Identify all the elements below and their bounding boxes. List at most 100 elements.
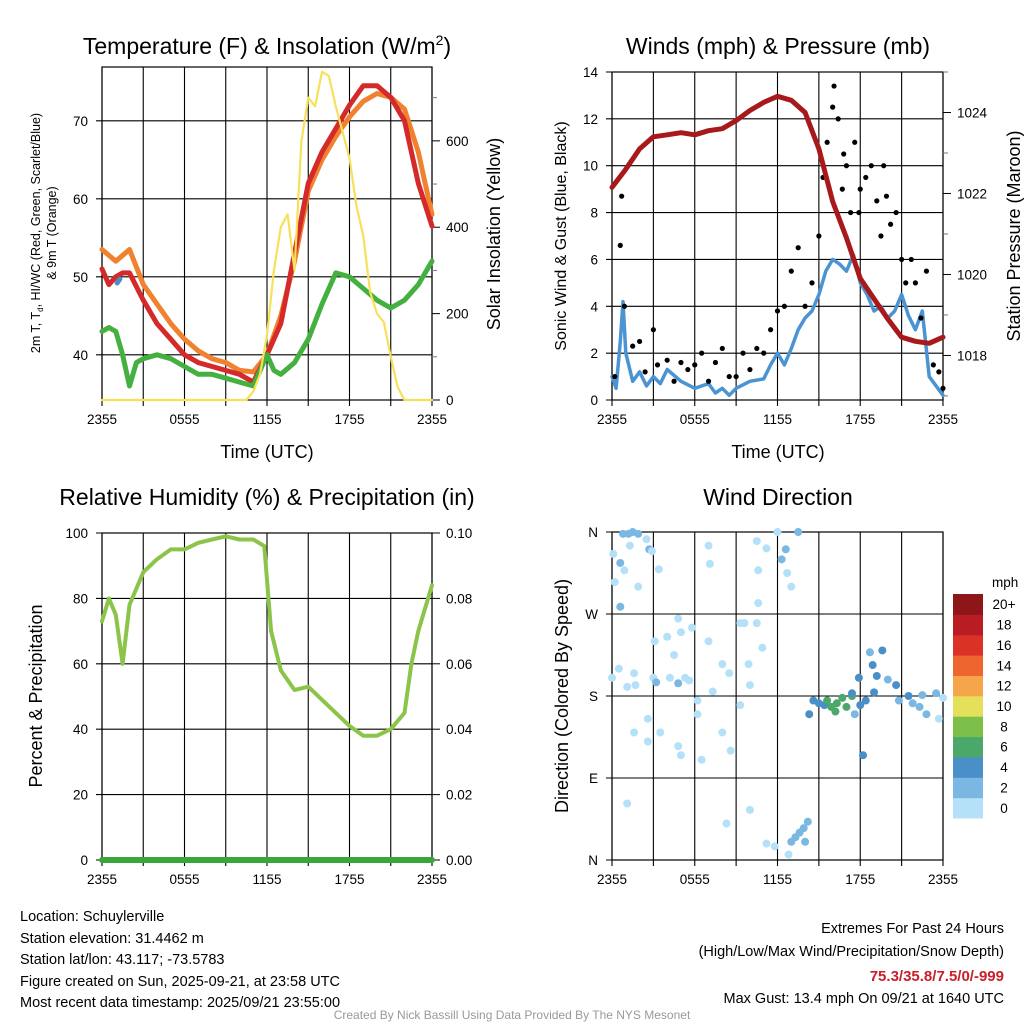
direction-point [609, 549, 618, 558]
direction-point [718, 728, 727, 737]
direction-point [868, 661, 877, 670]
direction-point [832, 699, 841, 708]
gust-point [636, 338, 643, 345]
direction-point [665, 673, 674, 682]
legend-swatch [953, 756, 983, 778]
direction-point [674, 679, 683, 688]
gust-point [936, 369, 942, 375]
right-tick-label: 400 [446, 220, 469, 235]
gust-point [630, 343, 636, 349]
gust-point [671, 378, 677, 384]
gust-point [809, 280, 815, 286]
direction-point [823, 696, 832, 705]
gust-point [857, 186, 863, 192]
direction-point [674, 614, 683, 623]
gust-point [654, 362, 661, 368]
legend-swatch [953, 594, 983, 615]
legend-swatch [953, 716, 983, 738]
gust-point [923, 268, 930, 274]
gust-point [712, 359, 719, 366]
gust-point [650, 327, 656, 333]
direction-point [744, 660, 753, 669]
direction-point [850, 710, 859, 719]
legend-swatch [953, 614, 983, 636]
direction-chart-title: Wind Direction [703, 484, 853, 510]
gust-point [852, 139, 858, 145]
gust-point [908, 256, 914, 263]
y-tick-label: 100 [65, 526, 88, 541]
direction-point [619, 529, 628, 538]
y-tick-label: 0 [80, 853, 88, 868]
direction-point [608, 673, 616, 682]
direction-point [685, 676, 694, 685]
gust-point [733, 373, 739, 380]
gust-point [612, 373, 618, 380]
legend-label: 20+ [993, 597, 1016, 612]
direction-point [861, 696, 870, 705]
gust-point [874, 198, 880, 204]
right-tick-label: 200 [446, 307, 469, 322]
direction-point [939, 693, 947, 702]
insolation-y-label: Solar Insolation (Yellow) [484, 138, 504, 330]
legend-label: 4 [1000, 760, 1008, 775]
direction-point [805, 710, 814, 719]
y-tick-label: 0 [590, 393, 598, 408]
y-tick-label: 80 [73, 591, 88, 606]
direction-point [754, 599, 763, 608]
direction-point [904, 692, 913, 700]
y-tick-label: N [588, 525, 598, 540]
y-tick-label: 20 [73, 788, 88, 803]
x-tick-label: 1755 [845, 412, 875, 427]
extremes-subtitle: (High/Low/Max Wind/Precipitation/Snow De… [699, 944, 1004, 960]
gust-point [795, 245, 801, 251]
extremes-values: 75.3/35.8/7.5/0/-999 [870, 968, 1004, 985]
series-td [99, 258, 435, 389]
gust-point [881, 163, 887, 169]
direction-point [704, 637, 713, 646]
direction-point [777, 555, 786, 564]
direction-point [842, 702, 851, 711]
direction-point [752, 619, 761, 628]
x-tick-label: 1155 [252, 412, 281, 427]
direction-point [892, 681, 901, 690]
legend-swatch [953, 695, 983, 717]
legend-label: 6 [1000, 740, 1008, 755]
direction-point [831, 707, 840, 716]
winds-pressure-chart: 0 2 4 6 8 10 12 14 2355 0555 1155 1755 2355 1018 1020 1… [583, 65, 988, 427]
right-tick-label: 1022 [957, 186, 987, 201]
x-tick-label: 0555 [680, 872, 710, 887]
elevation-text: Station elevation: 31.4462 m [20, 931, 204, 947]
y-tick-label: 60 [73, 192, 88, 207]
direction-point [878, 646, 887, 655]
direction-point [883, 675, 892, 684]
y-tick-label: 40 [73, 722, 88, 737]
y-tick-label: 60 [73, 657, 88, 672]
temperature-insolation-chart: 40 50 60 70 2355 0555 1155 1755 2355 0 200 400 600 [73, 66, 469, 427]
x-tick-label: 2355 [928, 872, 958, 887]
direction-point [758, 643, 767, 652]
direction-point [674, 742, 683, 751]
gust-point [754, 345, 760, 352]
right-tick-label: 1018 [957, 348, 987, 363]
direction-point [736, 701, 745, 710]
direction-point [865, 648, 874, 657]
wind-direction-chart: N E S W N 2355 0555 1155 1755 2355 [585, 525, 958, 887]
legend-swatch [953, 797, 983, 819]
right-tick-label: 1024 [957, 105, 988, 120]
gust-point [856, 209, 862, 216]
gust-point [692, 362, 698, 368]
direction-point [932, 689, 941, 698]
direction-point [663, 632, 672, 641]
x-tick-label: 1155 [252, 872, 281, 887]
legend-title: mph [992, 575, 1018, 590]
direction-point [693, 696, 702, 705]
extremes-title: Extremes For Past 24 Hours [821, 921, 1004, 937]
series-hi-wc [114, 276, 123, 286]
direction-point [722, 819, 731, 828]
legend-label: 12 [996, 679, 1011, 694]
y-tick-label: N [588, 853, 598, 868]
humidity-precip-chart: 0 20 40 60 80 100 2355 0555 1155 1755 2355 0.00 0.02… [65, 526, 472, 887]
legend-label: 10 [996, 699, 1011, 714]
direction-point [630, 728, 639, 737]
direction-point [752, 537, 761, 546]
